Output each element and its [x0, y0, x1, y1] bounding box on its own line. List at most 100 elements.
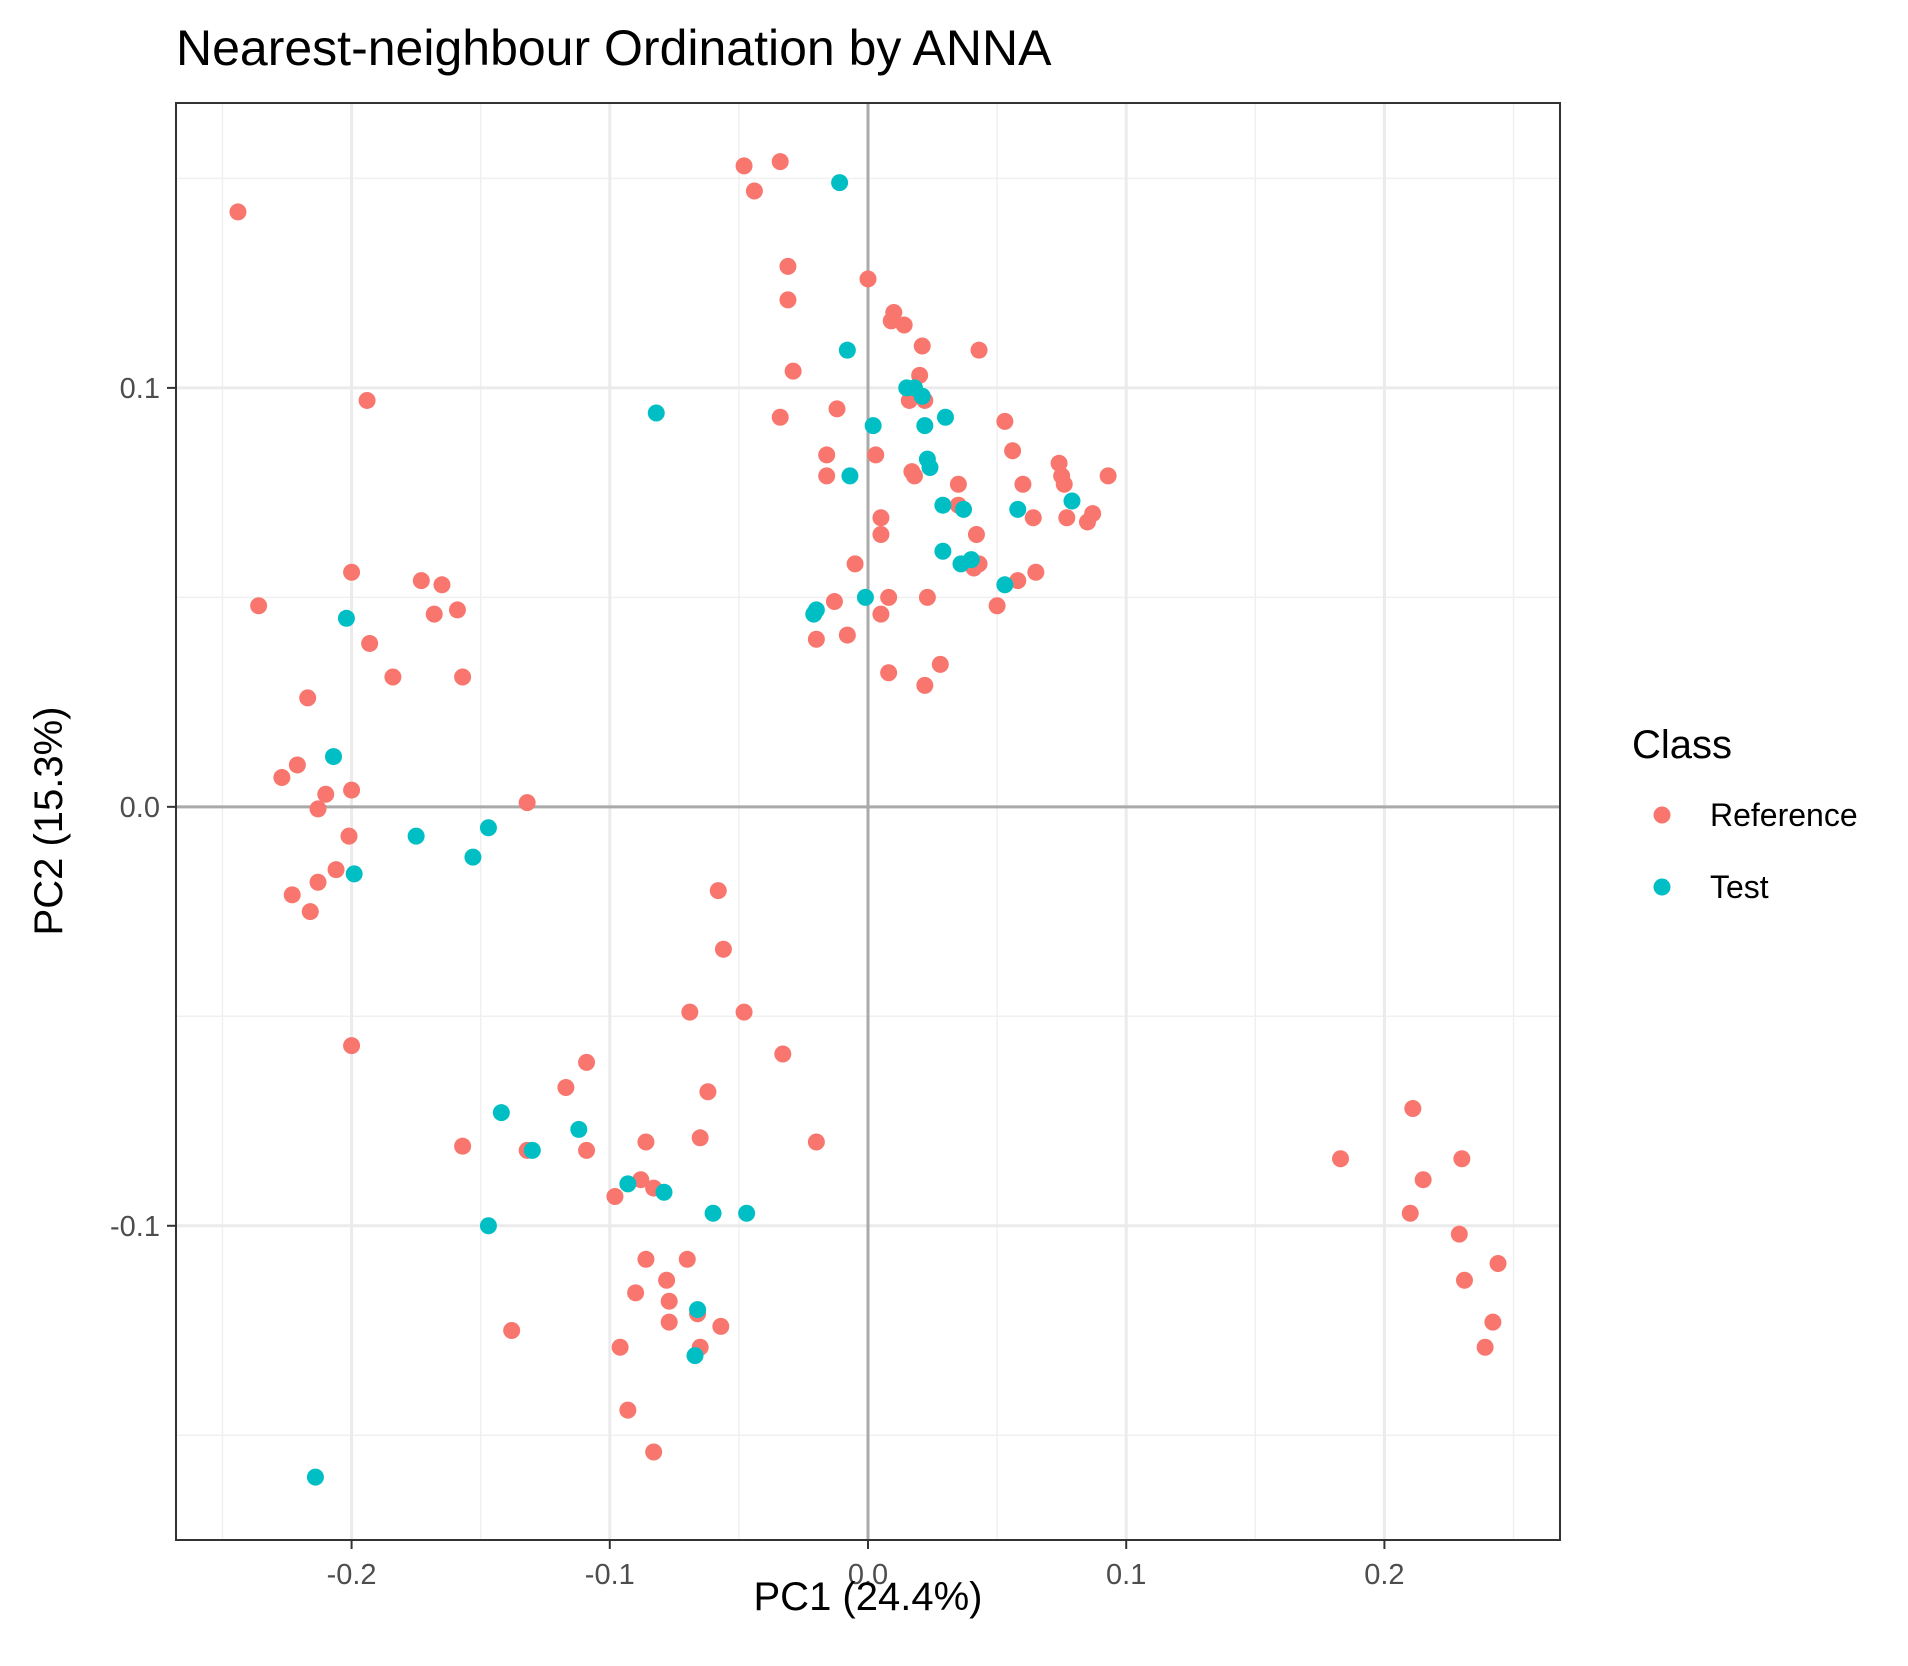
reference-point [967, 526, 985, 544]
zero-reference-lines [176, 103, 1560, 1540]
test-point [856, 588, 874, 606]
reference-point [774, 1045, 792, 1063]
reference-point [578, 1053, 596, 1071]
test-point [962, 551, 980, 569]
reference-point [343, 563, 361, 581]
reference-point [448, 601, 466, 619]
test-point [934, 542, 952, 560]
test-point [306, 1468, 324, 1486]
test-point [464, 848, 482, 866]
reference-point [745, 182, 763, 200]
test-point [337, 609, 355, 627]
reference-point [918, 588, 936, 606]
data-points [229, 153, 1507, 1486]
test-point [916, 417, 934, 435]
test-point [738, 1204, 756, 1222]
legend-key-test [1653, 878, 1671, 896]
reference-point [1455, 1271, 1473, 1289]
x-axis-ticks: -0.2 -0.1 0.0 0.1 0.2 [327, 1540, 1405, 1591]
reference-point [660, 1292, 678, 1310]
reference-point [872, 526, 890, 544]
y-axis-ticks: -0.1 0.0 0.1 [110, 373, 176, 1243]
test-point [955, 500, 973, 518]
reference-point [1453, 1150, 1471, 1168]
reference-point [1009, 572, 1027, 590]
reference-point [882, 312, 900, 330]
test-point [913, 387, 931, 405]
reference-point [1414, 1171, 1432, 1189]
reference-point [425, 605, 443, 623]
x-axis-title: PC1 (24.4%) [754, 1575, 983, 1619]
reference-point [433, 576, 451, 594]
test-point [619, 1175, 637, 1193]
reference-point [996, 412, 1014, 430]
reference-point [880, 588, 898, 606]
test-point [686, 1347, 704, 1365]
test-point [689, 1301, 707, 1319]
test-point [1063, 492, 1081, 510]
x-tick-label: -0.2 [327, 1559, 377, 1591]
reference-point [309, 800, 327, 818]
reference-point [949, 475, 967, 493]
x-tick-label: 0.2 [1364, 1559, 1404, 1591]
test-point [570, 1120, 588, 1138]
legend-entries: Reference Test [1653, 797, 1858, 905]
reference-point [619, 1401, 637, 1419]
reference-point [1332, 1150, 1350, 1168]
reference-point [1404, 1099, 1422, 1117]
test-point [523, 1141, 541, 1159]
reference-point [229, 203, 247, 221]
reference-point [1084, 505, 1102, 523]
test-point [325, 748, 343, 766]
reference-point [699, 1083, 717, 1101]
reference-point [1401, 1204, 1419, 1222]
reference-point [384, 668, 402, 686]
reference-point [454, 668, 472, 686]
legend: Class Reference Test [1632, 723, 1858, 905]
reference-point [712, 1317, 730, 1335]
test-point [831, 174, 849, 192]
y-tick-label: 0.0 [120, 792, 160, 824]
test-point [936, 408, 954, 426]
reference-point [1484, 1313, 1502, 1331]
test-point [838, 341, 856, 359]
reference-point [807, 1133, 825, 1151]
test-point [345, 865, 363, 883]
reference-point [859, 270, 877, 288]
test-point [921, 458, 939, 476]
reference-point [867, 446, 885, 464]
legend-title: Class [1632, 723, 1732, 767]
reference-point [818, 467, 836, 485]
reference-point [283, 886, 301, 904]
reference-point [779, 257, 797, 275]
reference-point [931, 655, 949, 673]
reference-point [1058, 509, 1076, 527]
reference-point [301, 903, 319, 921]
reference-point [872, 509, 890, 527]
test-point [492, 1104, 510, 1122]
reference-point [825, 593, 843, 611]
reference-point [784, 362, 802, 380]
test-point [805, 605, 823, 623]
reference-point [988, 597, 1006, 615]
reference-point [358, 391, 376, 409]
reference-point [880, 664, 898, 682]
y-tick-label: 0.1 [120, 373, 160, 405]
reference-point [273, 769, 291, 787]
reference-point [905, 467, 923, 485]
y-axis-title: PC2 (15.3%) [27, 707, 71, 936]
reference-point [913, 337, 931, 355]
reference-point [838, 626, 856, 644]
test-point [996, 576, 1014, 594]
reference-point [872, 605, 890, 623]
reference-point [1014, 475, 1032, 493]
reference-point [660, 1313, 678, 1331]
reference-point [412, 572, 430, 590]
reference-point [343, 781, 361, 799]
reference-point [846, 555, 864, 573]
reference-point [709, 882, 727, 900]
reference-point [735, 157, 753, 175]
reference-point [714, 940, 732, 958]
reference-point [895, 316, 913, 334]
